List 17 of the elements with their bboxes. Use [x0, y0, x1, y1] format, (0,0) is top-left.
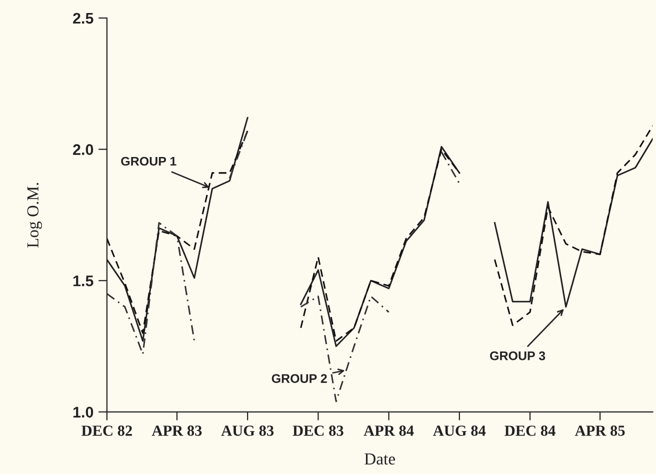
y-tick-label: 2.0 — [73, 144, 94, 155]
x-tick-label: APR 84 — [364, 426, 414, 436]
x-tick-label: APR 83 — [152, 426, 202, 436]
y-tick-label: 1.5 — [73, 276, 94, 286]
y-tick-label: 2.5 — [73, 12, 94, 24]
annotation: GROUP 1 — [121, 156, 176, 166]
x-tick-label: DEC 84 — [504, 426, 556, 436]
x-tick-label: DEC 83 — [292, 426, 344, 436]
y-axis-title: Log O.M. — [27, 182, 42, 248]
annotation: GROUP 3 — [490, 351, 546, 360]
x-axis-title: Date — [364, 453, 395, 465]
y-tick-label: 1.0 — [73, 406, 94, 418]
annotation: GROUP 2 — [272, 374, 327, 383]
x-tick-label: DEC 82 — [82, 426, 132, 436]
x-tick-label: APR 85 — [574, 426, 625, 436]
x-tick-label: AUG 84 — [433, 426, 486, 436]
x-tick-label: AUG 83 — [221, 426, 274, 436]
